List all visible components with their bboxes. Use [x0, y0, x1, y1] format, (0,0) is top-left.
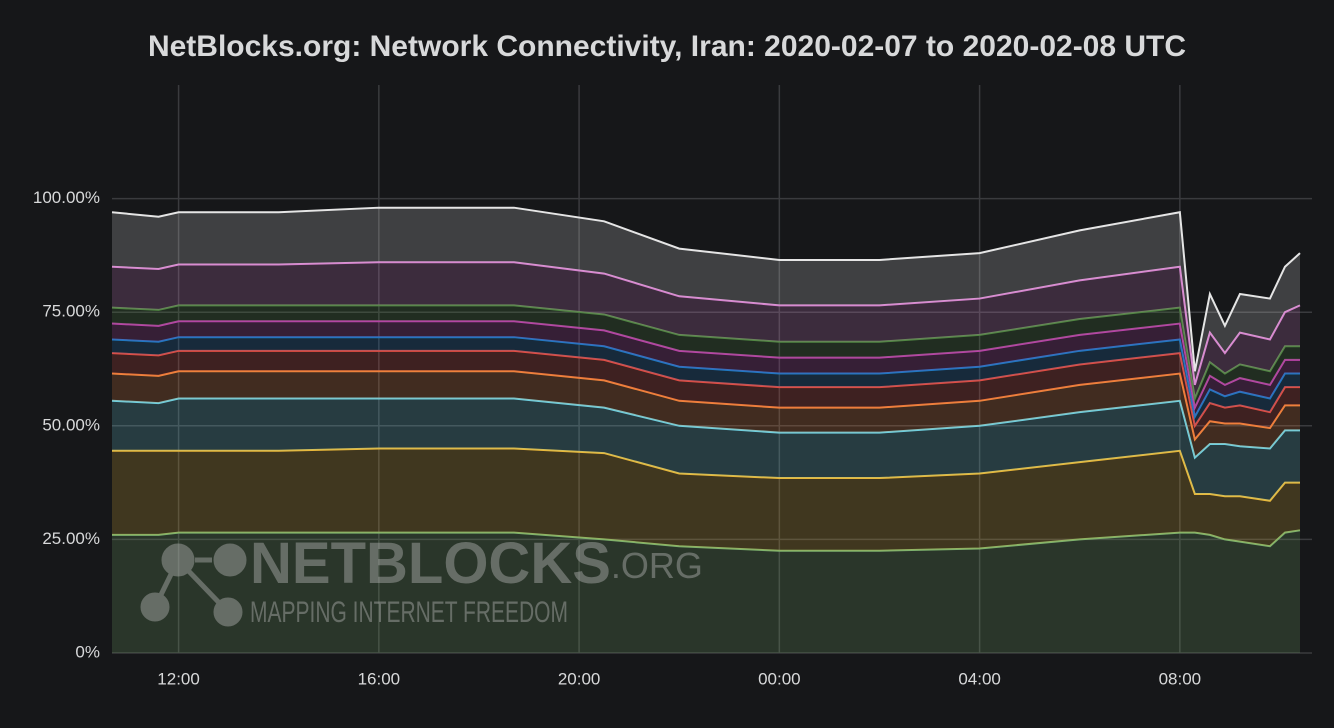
x-tick-label: 20:00	[558, 669, 601, 688]
area-line	[111, 370, 1300, 442]
area-line	[111, 336, 1300, 420]
area-line	[111, 320, 1300, 411]
y-tick-label: 50.00%	[42, 415, 100, 434]
chart-title: NetBlocks.org: Network Connectivity, Ira…	[148, 30, 1186, 63]
area-line	[111, 397, 1300, 460]
area	[112, 305, 1300, 408]
area	[112, 337, 1300, 426]
watermark-suffix: .ORG	[611, 545, 703, 586]
watermark-name-text: NETBLOCKS	[250, 531, 611, 596]
x-tick-label: 00:00	[758, 669, 801, 688]
area	[112, 321, 1300, 417]
watermark-name: NETBLOCKS.ORG	[250, 531, 703, 596]
x-tick-label: 12:00	[157, 669, 200, 688]
area-line	[111, 261, 1301, 386]
y-tick-label: 0%	[75, 642, 100, 661]
areas	[111, 206, 1301, 653]
area-line	[111, 304, 1300, 403]
area	[112, 207, 1300, 385]
x-tick-label: 16:00	[358, 669, 401, 688]
y-tick-label: 25.00%	[42, 529, 100, 548]
grid	[112, 85, 1312, 654]
y-tick-label: 75.00%	[42, 302, 100, 321]
area-line	[112, 529, 1301, 552]
area	[112, 350, 1300, 440]
area	[112, 398, 1300, 501]
area	[112, 530, 1300, 653]
watermark-logo	[140, 543, 247, 627]
watermark: NETBLOCKS.ORG MAPPING INTERNET FREEDOM	[140, 531, 703, 629]
y-tick-label: 100.00%	[33, 188, 100, 207]
watermark-tagline: MAPPING INTERNET FREEDOM	[250, 596, 568, 629]
area-line	[112, 447, 1300, 502]
area-line	[111, 349, 1300, 429]
area-line	[111, 206, 1301, 372]
area	[112, 371, 1300, 458]
x-tick-label: 08:00	[1159, 669, 1202, 688]
area	[112, 448, 1300, 551]
area	[112, 262, 1300, 399]
x-tick-label: 04:00	[958, 669, 1001, 688]
